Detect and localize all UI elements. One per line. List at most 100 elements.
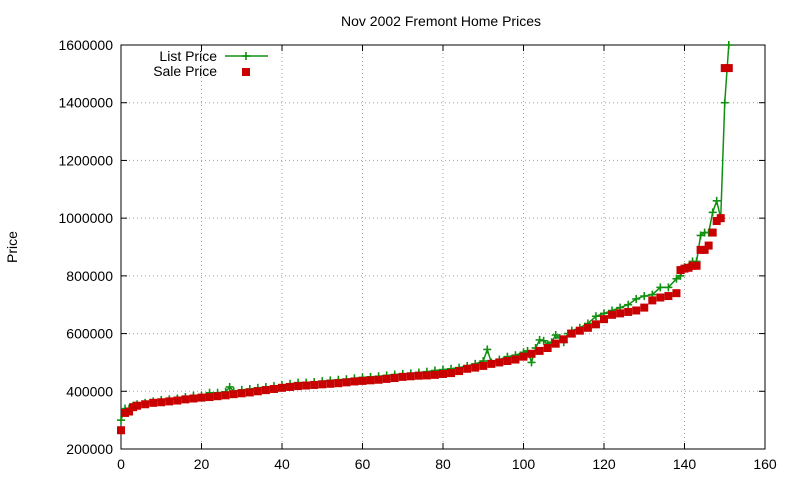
data-point-square	[624, 307, 633, 316]
data-point-square	[680, 264, 689, 273]
data-point-square	[535, 346, 544, 355]
data-point-square	[342, 378, 351, 387]
data-point-square	[382, 374, 391, 383]
data-point-square	[672, 289, 681, 298]
data-point-square	[600, 315, 608, 324]
data-series	[117, 41, 733, 435]
data-point-square	[157, 398, 166, 407]
data-point-square	[724, 64, 733, 73]
data-point-square	[197, 393, 206, 402]
legend-square-marker	[242, 68, 250, 76]
data-point-square	[302, 381, 311, 390]
data-point-square	[616, 309, 625, 318]
data-point-square	[700, 245, 709, 254]
data-point-square	[350, 377, 359, 386]
data-point-square	[406, 372, 415, 381]
x-tick-label: 120	[592, 456, 616, 472]
x-tick-label: 40	[274, 456, 290, 472]
x-tick-label: 100	[512, 456, 536, 472]
data-point-square	[189, 394, 198, 403]
data-point-square	[261, 386, 270, 395]
data-point-square	[575, 326, 584, 335]
data-point-square	[121, 408, 130, 417]
data-point-plus	[632, 294, 641, 303]
x-tick-label: 20	[194, 456, 210, 472]
data-point-square	[479, 361, 488, 370]
data-point-square	[712, 217, 721, 226]
data-point-square	[213, 392, 222, 401]
data-point-square	[608, 310, 617, 319]
data-point-plus	[225, 382, 234, 391]
data-point-square	[704, 241, 713, 250]
data-point-plus	[656, 283, 665, 292]
data-point-square	[648, 296, 657, 305]
data-point-square	[640, 303, 649, 312]
data-point-square	[286, 382, 295, 391]
data-point-square	[543, 344, 552, 352]
data-point-square	[551, 339, 560, 348]
data-point-square	[688, 261, 697, 270]
data-point-square	[390, 374, 399, 383]
data-point-square	[358, 376, 367, 385]
data-point-square	[487, 359, 496, 368]
data-point-square	[221, 391, 230, 400]
data-point-square	[245, 388, 254, 397]
data-point-square	[181, 395, 190, 404]
y-tick-label: 200000	[66, 441, 113, 457]
data-point-plus	[640, 292, 649, 301]
data-point-square	[430, 370, 439, 379]
x-tick-label: 80	[435, 456, 451, 472]
x-tick-label: 0	[117, 456, 125, 472]
data-point-plus	[539, 336, 548, 345]
data-point-square	[205, 393, 214, 402]
data-point-square	[567, 329, 576, 338]
data-point-square	[141, 400, 150, 409]
data-point-square	[696, 245, 705, 254]
y-tick-label: 1600000	[58, 37, 113, 53]
data-point-square	[664, 292, 673, 301]
series-line	[120, 44, 730, 421]
data-point-square	[278, 383, 286, 392]
series-list-price	[117, 41, 733, 425]
data-point-square	[591, 320, 600, 329]
y-tick-label: 600000	[66, 326, 113, 342]
data-point-square	[503, 356, 512, 365]
data-point-square	[129, 403, 138, 412]
data-point-square	[125, 407, 134, 416]
grid-lines	[121, 45, 765, 449]
data-point-square	[422, 371, 431, 380]
data-point-square	[559, 335, 568, 344]
y-tick-label: 1000000	[58, 210, 113, 226]
data-point-square	[527, 349, 536, 358]
data-point-square	[519, 352, 528, 361]
y-tick-label: 1200000	[58, 152, 113, 168]
data-point-square	[471, 363, 480, 372]
y-axis-label: Price	[4, 231, 20, 263]
x-tick-label: 60	[355, 456, 371, 472]
data-point-square	[439, 369, 447, 378]
y-tick-label: 800000	[66, 268, 113, 284]
legend: List Price Sale Price	[153, 48, 268, 79]
data-point-plus	[535, 335, 544, 344]
legend-sample-list-price	[225, 52, 268, 60]
data-point-plus	[483, 345, 492, 354]
y-tick-label: 1400000	[58, 95, 113, 111]
data-point-square	[583, 323, 592, 332]
data-point-square	[117, 426, 125, 435]
data-point-square	[149, 398, 158, 407]
data-point-square	[237, 389, 246, 398]
data-point-plus	[724, 41, 733, 49]
data-point-square	[511, 355, 520, 364]
data-point-plus	[664, 283, 673, 292]
series-sale-price	[117, 64, 733, 435]
data-point-plus	[712, 196, 721, 205]
x-tick-label: 160	[753, 456, 777, 472]
data-point-plus	[527, 358, 536, 367]
data-point-square	[253, 387, 262, 396]
data-point-square	[716, 214, 725, 223]
data-point-square	[414, 371, 423, 380]
chart-title: Nov 2002 Fremont Home Prices	[341, 13, 541, 29]
data-point-plus	[591, 312, 600, 321]
data-point-square	[495, 358, 504, 367]
